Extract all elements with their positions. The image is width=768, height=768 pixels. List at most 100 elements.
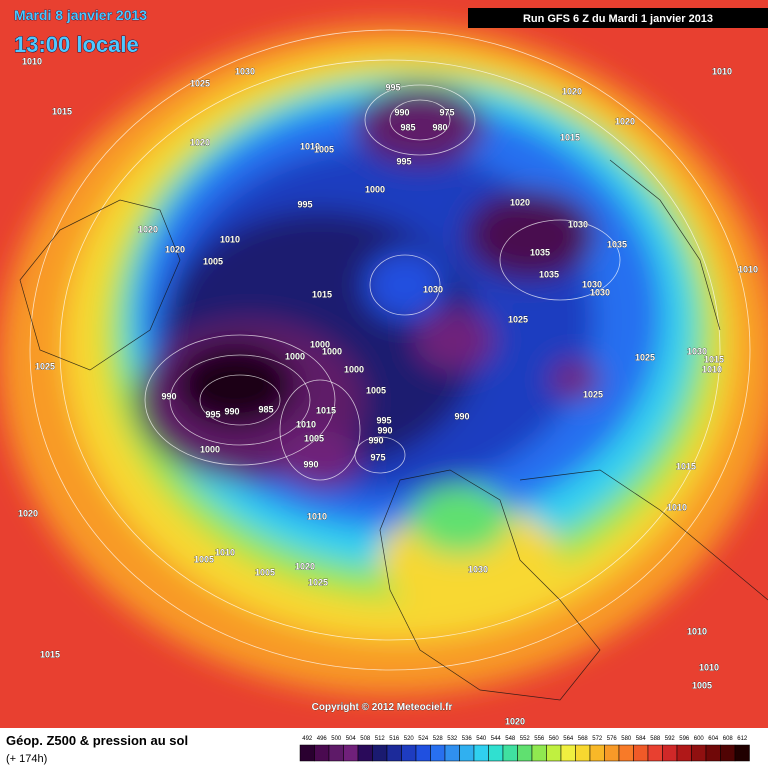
isobar-label: 1030 bbox=[687, 346, 707, 356]
isobar-label: 1030 bbox=[590, 287, 610, 297]
legend-swatch bbox=[531, 744, 547, 762]
isobar-label: 995 bbox=[205, 409, 220, 419]
legend-label: 528 bbox=[433, 736, 444, 742]
isobar-label: 980 bbox=[432, 122, 447, 132]
isobar-label: 1005 bbox=[366, 385, 386, 395]
isobar-label: 1015 bbox=[52, 106, 72, 116]
isobar-label: 1015 bbox=[560, 132, 580, 142]
isobar-label: 1020 bbox=[510, 197, 530, 207]
isobar-label: 1020 bbox=[138, 224, 158, 234]
legend-swatch bbox=[314, 744, 330, 762]
legend-swatch bbox=[691, 744, 707, 762]
legend-swatch bbox=[459, 744, 475, 762]
legend-label: 568 bbox=[578, 736, 589, 742]
isobar-label: 1025 bbox=[583, 389, 603, 399]
legend-label: 500 bbox=[331, 736, 342, 742]
legend-label: 600 bbox=[694, 736, 705, 742]
legend-swatch bbox=[589, 744, 605, 762]
isobar-label: 1010 bbox=[300, 141, 320, 151]
legend-label: 496 bbox=[317, 736, 328, 742]
isobar-label: 1010 bbox=[307, 511, 327, 521]
isobar-label: 995 bbox=[396, 156, 411, 166]
isobar-label: 1030 bbox=[423, 284, 443, 294]
legend-swatch bbox=[618, 744, 634, 762]
isobar-label: 1030 bbox=[582, 279, 602, 289]
legend-swatch bbox=[444, 744, 460, 762]
isobar-label: 1015 bbox=[40, 649, 60, 659]
isobar-label: 1025 bbox=[635, 352, 655, 362]
legend-label: 544 bbox=[491, 736, 502, 742]
isobar-label: 975 bbox=[439, 107, 454, 117]
legend-swatch bbox=[633, 744, 649, 762]
isobar-label: 1035 bbox=[539, 269, 559, 279]
isobar-label: 990 bbox=[224, 406, 239, 416]
time: 13:00 locale bbox=[14, 32, 139, 57]
isobar-label: 1010 bbox=[738, 264, 758, 274]
isobar-label: 1010 bbox=[702, 364, 722, 374]
isobar-label: 1005 bbox=[304, 433, 324, 443]
isobar-label: 1010 bbox=[215, 547, 235, 557]
isobar-label: 990 bbox=[377, 425, 392, 435]
isobar-label: 1025 bbox=[35, 361, 55, 371]
legend-swatch bbox=[662, 744, 678, 762]
isobar-label: 1035 bbox=[530, 247, 550, 257]
legend-label: 504 bbox=[346, 736, 357, 742]
legend-label: 572 bbox=[592, 736, 603, 742]
isobar-label: 1035 bbox=[607, 239, 627, 249]
isobar-label: 1025 bbox=[308, 577, 328, 587]
isobar-label: 995 bbox=[376, 415, 391, 425]
isobar-label: 1015 bbox=[676, 461, 696, 471]
legend-label: 508 bbox=[360, 736, 371, 742]
isobar-label: 1000 bbox=[344, 364, 364, 374]
legend-swatch bbox=[560, 744, 576, 762]
legend-label: 524 bbox=[418, 736, 429, 742]
isobar-label: 1010 bbox=[296, 419, 316, 429]
legend-swatch bbox=[604, 744, 620, 762]
legend-swatch bbox=[401, 744, 417, 762]
legend-swatch bbox=[357, 744, 373, 762]
legend-label: 592 bbox=[665, 736, 676, 742]
legend-label: 596 bbox=[679, 736, 690, 742]
isobar-label: 995 bbox=[297, 199, 312, 209]
legend-label: 564 bbox=[563, 736, 574, 742]
legend-swatch bbox=[647, 744, 663, 762]
legend-swatch bbox=[546, 744, 562, 762]
isobar-label: 1020 bbox=[615, 116, 635, 126]
legend-label: 588 bbox=[650, 736, 661, 742]
legend-label: 516 bbox=[389, 736, 400, 742]
legend-swatch bbox=[386, 744, 402, 762]
isobar-label: 1000 bbox=[310, 339, 330, 349]
isobar-label: 1030 bbox=[235, 66, 255, 76]
legend-label: 612 bbox=[737, 736, 748, 742]
isobar-label: 990 bbox=[303, 459, 318, 469]
legend-label: 552 bbox=[520, 736, 531, 742]
legend-swatch bbox=[372, 744, 388, 762]
isobar-label: 1015 bbox=[316, 405, 336, 415]
isobar-label: 1010 bbox=[687, 626, 707, 636]
isobar-label: 985 bbox=[400, 122, 415, 132]
isobar-label: 990 bbox=[454, 411, 469, 421]
footer-title: Géop. Z500 & pression au sol bbox=[6, 733, 188, 748]
legend-swatch bbox=[720, 744, 736, 762]
legend-swatch bbox=[502, 744, 518, 762]
legend-swatch bbox=[488, 744, 504, 762]
isobar-label: 1005 bbox=[692, 680, 712, 690]
isobar-label: 1005 bbox=[203, 256, 223, 266]
isobar-label: 1030 bbox=[468, 564, 488, 574]
isobar-label: 1020 bbox=[562, 86, 582, 96]
legend-swatch bbox=[343, 744, 359, 762]
run-box bbox=[468, 8, 768, 28]
legend-label: 540 bbox=[476, 736, 487, 742]
legend-swatch bbox=[676, 744, 692, 762]
date: Mardi 8 janvier 2013 bbox=[14, 7, 147, 23]
legend-label: 576 bbox=[607, 736, 618, 742]
isobar-label: 1020 bbox=[505, 716, 525, 726]
legend-label: 492 bbox=[302, 736, 313, 742]
isobar-label: 1005 bbox=[314, 144, 334, 154]
legend-swatch bbox=[705, 744, 721, 762]
legend-label: 604 bbox=[708, 736, 719, 742]
legend-swatch bbox=[299, 744, 315, 762]
isobar-label: 1020 bbox=[190, 137, 210, 147]
